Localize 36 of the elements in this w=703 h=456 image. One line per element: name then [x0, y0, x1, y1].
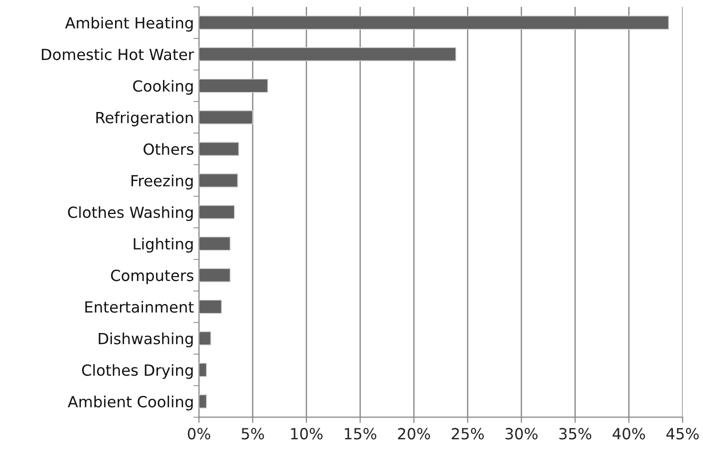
y-tick-label: Domestic Hot Water	[42, 48, 194, 60]
bar	[198, 331, 212, 346]
y-tick-label: Entertainment	[85, 300, 194, 313]
bar	[198, 236, 231, 251]
bar	[198, 394, 207, 409]
x-tick-label: 15%	[344, 428, 376, 440]
y-tick-label: Clothes Washing	[68, 206, 193, 222]
bar	[198, 362, 207, 377]
x-tick-label: 40%	[612, 428, 646, 440]
x-tick-label: 10%	[291, 428, 323, 440]
bar	[198, 204, 235, 220]
y-tick-label: Ambient Cooling	[68, 396, 193, 410]
y-tick-label: Lighting	[134, 238, 193, 253]
bar	[198, 16, 670, 30]
y-tick-label: Others	[144, 143, 194, 155]
bar	[198, 110, 254, 124]
x-tick-label: 45%	[666, 428, 699, 440]
bar	[198, 142, 240, 156]
bar	[198, 268, 231, 282]
bar	[198, 78, 268, 93]
y-tick-label: Freezing	[132, 174, 193, 190]
x-tick-label: 30%	[506, 428, 538, 440]
x-tick-label: 20%	[398, 428, 430, 440]
y-tick-label: Ambient Heating	[65, 16, 193, 32]
bar	[198, 300, 222, 314]
x-tick-label: 35%	[559, 428, 592, 440]
bar	[198, 173, 238, 188]
y-tick-label: Refrigeration	[96, 112, 193, 126]
bar	[198, 47, 456, 62]
y-tick-label: Cooking	[133, 80, 193, 95]
x-tick-label: 0%	[188, 428, 210, 440]
y-tick-label: Computers	[111, 270, 194, 284]
y-tick-label: Clothes Drying	[82, 364, 193, 379]
x-tick-label: 5%	[242, 428, 264, 440]
y-tick-label: Dishwashing	[98, 332, 193, 348]
x-tick-label: 25%	[452, 428, 484, 440]
